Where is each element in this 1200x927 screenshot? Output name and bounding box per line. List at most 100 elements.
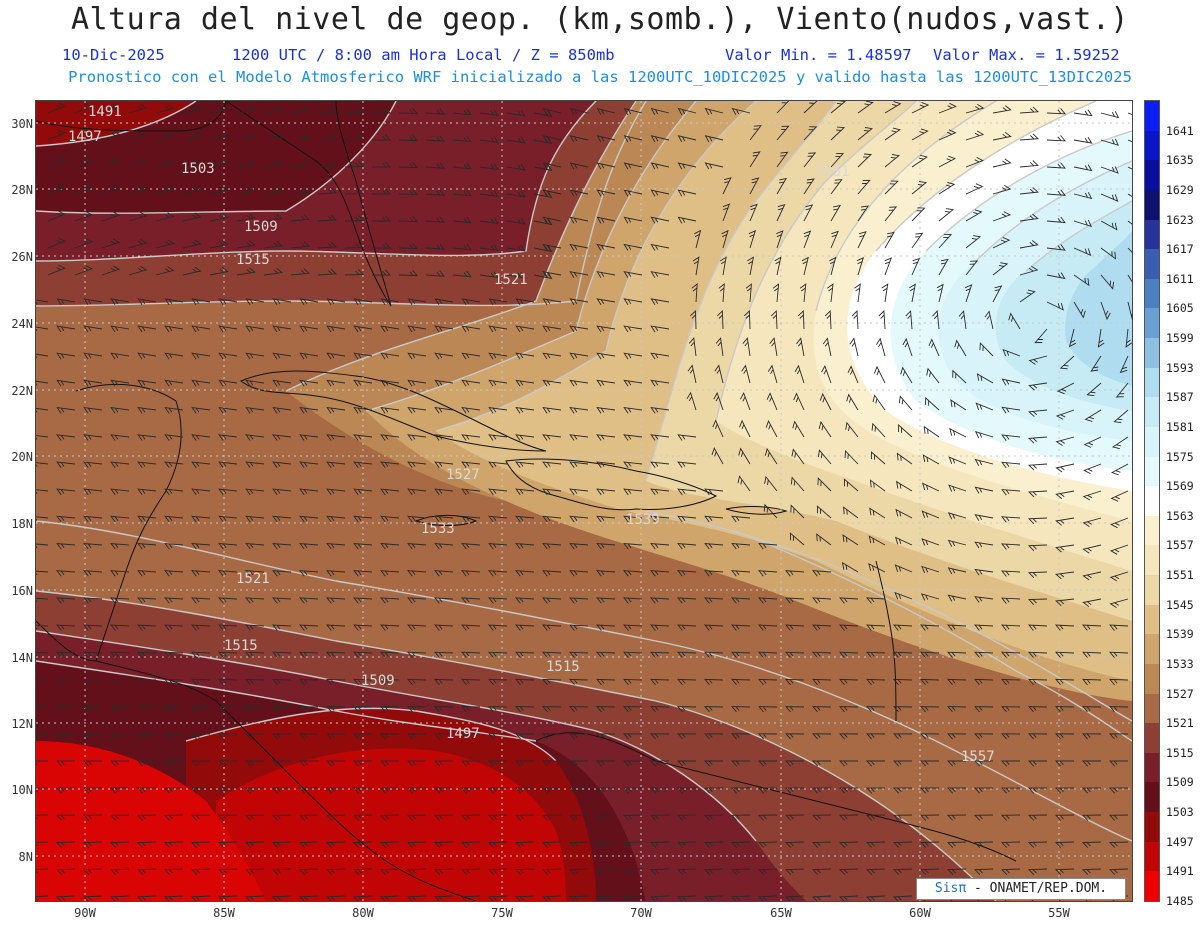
wind-barb <box>398 270 419 277</box>
wind-barb <box>452 270 472 278</box>
wind-barb <box>218 570 238 577</box>
wind-barb <box>515 407 535 414</box>
colorbar-label: 1491 <box>1166 864 1194 879</box>
wind-barb <box>623 597 643 604</box>
wind-barb <box>110 434 130 441</box>
wind-barb <box>136 760 156 767</box>
wind-barb <box>353 325 373 333</box>
wind-barb <box>784 760 804 767</box>
wind-barb <box>1055 598 1075 607</box>
wind-barb <box>784 841 805 848</box>
wind-barb <box>47 210 66 222</box>
lat-label: 18N <box>11 517 33 531</box>
wind-barb <box>298 760 318 767</box>
wind-barb <box>36 597 49 603</box>
wind-barb <box>719 256 727 276</box>
wind-barb <box>461 624 481 631</box>
wind-barb <box>83 298 103 306</box>
wind-barb <box>163 787 184 794</box>
credit-brand: Sisπ <box>934 881 967 896</box>
contour-1503-south <box>36 660 537 742</box>
wind-barb <box>317 241 338 249</box>
wind-barb <box>83 570 103 577</box>
wind-barb <box>479 217 499 224</box>
wind-barb <box>272 651 292 658</box>
colorbar-label: 1533 <box>1166 656 1194 671</box>
wind-barb <box>1108 760 1128 767</box>
wind-barb <box>731 651 751 658</box>
wind-barb <box>56 434 76 441</box>
wind-barb <box>829 256 837 276</box>
wind-barb <box>1100 220 1118 231</box>
wind-barb <box>218 733 238 740</box>
wind-barb <box>896 452 913 465</box>
wind-barb <box>992 131 1012 141</box>
wind-barb <box>947 706 967 713</box>
wind-barb <box>1001 597 1021 604</box>
wind-barb <box>488 570 508 577</box>
wind-barb <box>866 706 886 713</box>
wind-barb <box>1055 624 1075 631</box>
wind-barb <box>596 706 616 713</box>
wind-barb <box>425 216 445 223</box>
wind-barb <box>722 203 731 222</box>
wind-barb <box>569 298 589 306</box>
wind-barb <box>488 651 508 658</box>
wind-barb <box>515 570 535 577</box>
wind-barb <box>1056 382 1075 395</box>
lat-label: 20N <box>11 450 33 464</box>
lat-lon-grid <box>36 101 1132 901</box>
wind-barb <box>461 379 481 387</box>
wind-barb <box>236 186 256 195</box>
wind-barb <box>884 180 899 195</box>
wind-barb <box>979 342 994 357</box>
wind-barb <box>218 352 238 360</box>
wind-barb <box>218 434 238 441</box>
wind-barb <box>271 895 292 901</box>
wind-barb <box>803 101 818 114</box>
wind-barb <box>1082 517 1102 527</box>
wind-barb <box>793 392 805 411</box>
wind-barb <box>650 624 670 631</box>
wind-barb <box>1109 651 1129 658</box>
colorbar-swatch <box>1145 841 1159 872</box>
wind-barb <box>974 568 994 576</box>
wind-barb <box>164 352 184 360</box>
colorbar-swatch <box>1145 249 1159 280</box>
wind-barb <box>55 760 75 767</box>
wind-barb <box>56 461 76 468</box>
wind-barb <box>190 760 210 767</box>
wind-barb <box>811 895 832 901</box>
wind-barb <box>110 488 130 496</box>
wind-barb <box>1108 868 1129 876</box>
wind-barb <box>884 127 901 141</box>
wind-barb <box>191 570 211 577</box>
wind-barb <box>856 256 865 276</box>
wind-barb <box>846 393 859 411</box>
wind-barb <box>353 733 373 740</box>
wind-barb <box>461 352 481 360</box>
wind-barb <box>865 760 885 767</box>
lat-label: 28N <box>11 183 33 197</box>
wind-barb <box>1028 678 1048 686</box>
wind-barb <box>711 447 724 465</box>
wind-barb <box>737 475 751 492</box>
wind-barb <box>857 127 873 141</box>
wind-barb <box>36 624 49 630</box>
wind-barb <box>110 733 130 740</box>
wind-barb <box>839 706 859 713</box>
lat-label: 8N <box>18 850 33 864</box>
wind-barb <box>290 160 310 168</box>
wind-barb <box>461 706 481 713</box>
wind-barb <box>731 107 751 116</box>
wind-barb <box>650 216 670 224</box>
wind-barb <box>757 868 778 876</box>
colorbar-label: 1527 <box>1166 686 1194 701</box>
wind-barb <box>425 189 445 196</box>
wind-barb <box>623 379 643 387</box>
contour-label: 1533 <box>421 521 455 537</box>
wind-barb <box>1019 240 1039 249</box>
wind-barb <box>434 733 454 740</box>
wind-barb <box>514 787 535 794</box>
wind-barb <box>911 257 921 276</box>
